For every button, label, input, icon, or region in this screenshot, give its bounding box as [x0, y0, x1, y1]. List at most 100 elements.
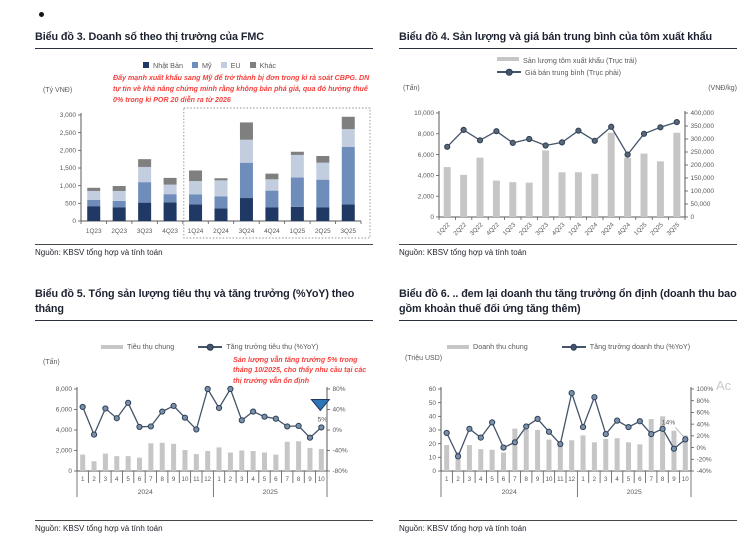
bar-segment — [316, 162, 330, 180]
bar — [193, 453, 199, 471]
svg-text:2Q23: 2Q23 — [111, 228, 127, 235]
data-point — [602, 430, 609, 437]
bar — [205, 450, 211, 471]
bar — [591, 174, 599, 218]
bar — [542, 150, 550, 218]
bar-segment — [163, 194, 177, 203]
bar-segment — [112, 207, 126, 222]
series-swatch-icon — [191, 61, 198, 68]
svg-text:7: 7 — [149, 476, 153, 483]
svg-text:3Q24: 3Q24 — [239, 228, 255, 235]
bar-segment — [112, 191, 126, 202]
data-point — [659, 425, 666, 432]
svg-text:7: 7 — [513, 476, 517, 483]
svg-text:1Q23: 1Q23 — [502, 221, 518, 237]
bar — [607, 133, 615, 218]
legend-item: Khác — [249, 61, 276, 69]
bar-segment — [265, 190, 279, 208]
svg-text:2: 2 — [593, 476, 597, 483]
bar — [137, 457, 142, 471]
bar — [125, 455, 131, 471]
highlight-box — [183, 107, 371, 239]
bar-segment — [189, 170, 203, 182]
bar-segment — [189, 181, 203, 195]
line-marker-swatch-icon — [561, 346, 586, 348]
svg-text:4Q23: 4Q23 — [162, 228, 178, 235]
trend-line — [82, 387, 322, 439]
bar — [114, 455, 120, 471]
bar — [574, 172, 582, 218]
svg-text:3: 3 — [240, 476, 244, 483]
data-point — [575, 127, 582, 135]
svg-text:5: 5 — [263, 476, 267, 483]
legend-label: Mỹ — [201, 60, 212, 70]
svg-text:8,000: 8,000 — [56, 386, 73, 393]
svg-text:40%: 40% — [697, 421, 710, 428]
svg-text:0%: 0% — [697, 445, 707, 452]
svg-text:-20%: -20% — [697, 456, 712, 463]
svg-text:3Q24: 3Q24 — [600, 221, 616, 237]
svg-text:10: 10 — [429, 454, 437, 461]
data-point — [147, 423, 154, 430]
svg-text:0%: 0% — [333, 427, 343, 434]
data-point — [215, 404, 223, 411]
legend-item: Sản lượng tôm xuất khẩu (Trục trái) — [497, 55, 637, 65]
svg-text:11: 11 — [193, 476, 200, 483]
chart-annotation: Đẩy mạnh xuất khẩu sang Mỹ để trở thành … — [113, 74, 370, 104]
legend-label: Nhật Bản — [153, 60, 183, 70]
data-point — [227, 385, 234, 392]
svg-text:1,500: 1,500 — [60, 165, 77, 172]
bar — [262, 452, 267, 471]
svg-text:2025: 2025 — [263, 489, 278, 496]
svg-text:-80%: -80% — [333, 468, 348, 475]
bar — [489, 449, 495, 471]
svg-text:4Q24: 4Q24 — [616, 221, 632, 237]
series-swatch-icon — [497, 57, 519, 62]
line-marker-swatch-icon — [198, 346, 223, 348]
bar-segment — [290, 155, 304, 178]
svg-text:2025: 2025 — [627, 489, 642, 496]
bar — [637, 444, 643, 471]
svg-text:20: 20 — [429, 441, 437, 448]
bar — [476, 157, 484, 218]
data-point — [250, 408, 257, 415]
legend-item: Tiêu thụ chung — [101, 343, 174, 351]
svg-text:1: 1 — [81, 476, 85, 483]
legend-label: Giá bán trung bình (Trục phải) — [525, 68, 622, 78]
data-point — [295, 422, 302, 429]
bar-segment — [112, 201, 126, 208]
bar-segment — [290, 177, 304, 208]
left-axis-unit: (Tấn) — [43, 358, 60, 366]
svg-text:2Q25: 2Q25 — [649, 221, 665, 237]
svg-text:8: 8 — [161, 476, 165, 483]
svg-text:4,000: 4,000 — [418, 173, 435, 180]
bar-segment — [214, 208, 228, 222]
svg-text:4Q23: 4Q23 — [551, 221, 567, 237]
bar — [509, 182, 517, 218]
svg-text:4: 4 — [615, 476, 619, 483]
svg-text:0: 0 — [432, 468, 436, 475]
bar — [614, 437, 620, 471]
chart-panel-5: Biểu đồ 5. Tổng sản lượng tiêu thụ và tă… — [35, 287, 373, 533]
svg-text:60: 60 — [429, 386, 437, 393]
svg-text:2: 2 — [229, 476, 233, 483]
bar — [535, 429, 541, 471]
data-point — [284, 423, 291, 430]
bar-segment — [316, 156, 330, 163]
svg-text:0: 0 — [691, 214, 695, 221]
bar — [443, 167, 451, 218]
svg-text:2: 2 — [456, 476, 460, 483]
series-swatch-icon — [249, 61, 256, 68]
svg-text:80%: 80% — [697, 398, 710, 405]
bar-segment — [214, 180, 228, 197]
svg-text:5: 5 — [126, 476, 130, 483]
bar-segment — [87, 200, 101, 207]
bar — [91, 461, 97, 471]
source-note: Nguồn: KBSV tổng hợp và tính toán — [35, 244, 373, 257]
data-point — [545, 428, 553, 435]
svg-text:2Q22: 2Q22 — [452, 221, 468, 237]
svg-text:3: 3 — [468, 476, 472, 483]
data-point — [579, 423, 587, 430]
svg-text:2Q25: 2Q25 — [315, 228, 331, 235]
data-point — [476, 137, 484, 144]
